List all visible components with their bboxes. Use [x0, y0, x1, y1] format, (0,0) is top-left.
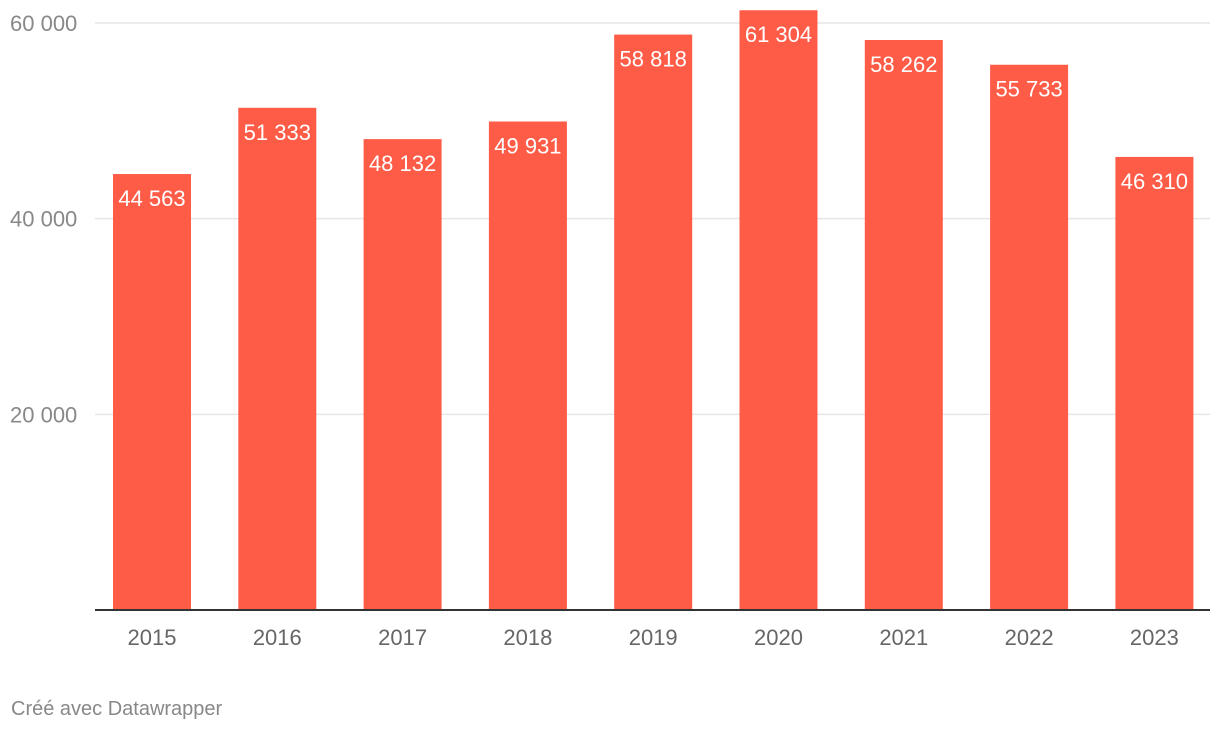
bar-value-label: 58 262: [870, 52, 937, 77]
bar-value-label: 61 304: [745, 22, 812, 47]
x-tick-label: 2019: [629, 625, 678, 650]
y-axis-tick-labels: 20 000 40 000 60 000: [10, 11, 77, 427]
x-tick-label: 2017: [378, 625, 427, 650]
x-tick-label: 2015: [128, 625, 177, 650]
bar-value-labels: 44 563 51 333 48 132 49 931 58 818 61 304 58 2…: [118, 22, 1188, 211]
bar-2020: [739, 10, 818, 610]
bar-2015: [113, 174, 191, 610]
bar-value-label: 49 931: [494, 134, 561, 159]
y-tick-label: 60 000: [10, 11, 77, 36]
y-tick-label: 20 000: [10, 402, 77, 427]
credit-text: Créé avec Datawrapper: [11, 698, 223, 720]
x-tick-label: 2021: [879, 625, 928, 650]
x-axis-tick-labels: 2015 2016 2017 2018 2019 2020 2021 2022 2023: [128, 625, 1179, 650]
bars: [113, 10, 1194, 611]
bar-2022: [990, 64, 1069, 610]
bar-value-label: 55 733: [995, 77, 1062, 102]
x-tick-label: 2020: [754, 625, 803, 650]
bar-value-label: 44 563: [118, 186, 185, 211]
x-tick-label: 2018: [503, 625, 552, 650]
x-tick-label: 2016: [253, 625, 302, 650]
bar-value-label: 46 310: [1121, 169, 1188, 194]
bar-2021: [864, 40, 943, 611]
bar-2017: [363, 139, 442, 611]
x-tick-label: 2023: [1130, 625, 1179, 650]
y-tick-label: 40 000: [10, 207, 77, 232]
bar-2023: [1115, 156, 1194, 610]
bar-2016: [238, 107, 317, 611]
bar-value-label: 58 818: [620, 47, 687, 72]
bar-2019: [614, 34, 693, 610]
x-tick-label: 2022: [1005, 625, 1054, 650]
bar-value-label: 48 132: [369, 151, 436, 176]
bar-2018: [488, 121, 567, 610]
bar-value-label: 51 333: [244, 120, 311, 145]
